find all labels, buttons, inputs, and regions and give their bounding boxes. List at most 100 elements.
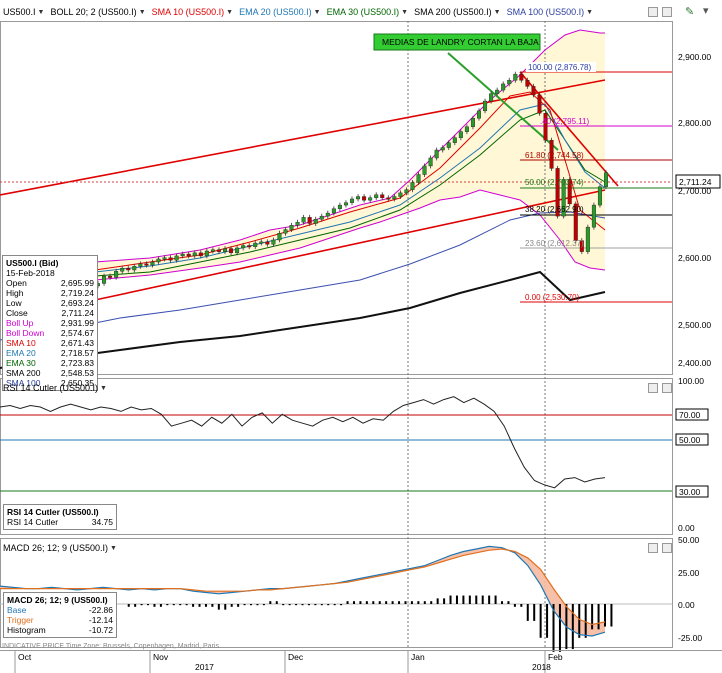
info-value: 2,671.43 xyxy=(60,338,94,348)
histogram-bar xyxy=(455,595,458,604)
info-key: Close xyxy=(6,308,28,318)
chevron-down-icon[interactable]: ▼ xyxy=(226,8,234,16)
panel-close-icon[interactable] xyxy=(662,7,672,17)
candle-body xyxy=(265,241,270,245)
y-tick-label: -25.00 xyxy=(678,633,702,643)
upper-channel-line xyxy=(0,79,606,196)
histogram-bar xyxy=(372,601,375,604)
histogram-bar xyxy=(378,601,381,604)
candle-body xyxy=(531,86,536,96)
price-header: US500.I ▼ BOLL 20; 2 (US500.I) ▼ SMA 10 (US5… xyxy=(3,5,593,19)
candle-body xyxy=(452,137,457,143)
chevron-down-icon[interactable]: ▼ xyxy=(100,384,107,392)
histogram-bar xyxy=(327,604,330,606)
candle-body xyxy=(561,179,566,217)
annotation-arrow xyxy=(447,52,559,151)
year-label: 2018 xyxy=(532,662,551,672)
chart-tool-icon[interactable]: ✎ xyxy=(685,6,695,18)
info-row: Boll Up 2,931.99 xyxy=(6,318,94,328)
candle-body xyxy=(216,249,221,252)
info-key: High xyxy=(6,288,24,298)
indicator-legend-item[interactable]: SMA 10 (US500.I) ▼ xyxy=(152,7,233,17)
info-row: SMA 200 2,548.53 xyxy=(6,368,94,378)
info-date: 15-Feb-2018 xyxy=(6,268,55,278)
macd-trigger-line xyxy=(0,548,606,626)
macd-value: -12.14 xyxy=(88,615,113,625)
histogram-bar xyxy=(198,604,201,607)
histogram-bar xyxy=(192,604,195,607)
chevron-down-icon[interactable]: ▼ xyxy=(138,8,146,16)
info-value: 2,723.83 xyxy=(60,358,94,368)
histogram-bar xyxy=(250,604,253,606)
histogram-bar xyxy=(546,604,549,638)
indicator-legend-item[interactable]: SMA 100 (US500.I) ▼ xyxy=(507,7,593,17)
chevron-down-icon[interactable]: ▼ xyxy=(493,8,501,16)
info-key: Low xyxy=(6,298,22,308)
info-title: US500.I (Bid) xyxy=(6,258,59,268)
month-label: Jan xyxy=(411,652,425,662)
candle-body xyxy=(343,202,348,206)
indicator-legend-item[interactable]: BOLL 20; 2 (US500.I) ▼ xyxy=(50,7,145,17)
chevron-down-icon[interactable]: ▼ xyxy=(401,8,409,16)
candle-body xyxy=(301,217,306,223)
histogram-bar xyxy=(436,598,439,604)
chevron-down-icon[interactable]: ▼ xyxy=(313,8,321,16)
candle-body xyxy=(198,252,203,257)
panel-settings-icon[interactable] xyxy=(648,383,658,393)
chevron-down-icon[interactable]: ▼ xyxy=(586,8,594,16)
last-price-label: 2,711.24 xyxy=(679,177,712,187)
candle-body xyxy=(114,271,119,278)
month-label: Feb xyxy=(548,652,563,662)
macd-rows: Base -22.86 Trigger -12.14 Histogram -10.72 xyxy=(7,605,113,635)
bollinger-fill xyxy=(95,30,605,280)
indicator-legend-item[interactable]: EMA 30 (US500.I) ▼ xyxy=(327,7,408,17)
chevron-down-icon[interactable]: ▼ xyxy=(110,544,117,552)
y-tick-label: 30.00 xyxy=(679,487,701,497)
y-tick-label: 2,400.00 xyxy=(678,358,711,368)
macd-key: Histogram xyxy=(7,625,46,635)
candle-body xyxy=(543,113,548,141)
candle-body xyxy=(470,117,475,127)
panel-settings-icon[interactable] xyxy=(648,543,658,553)
candle-body xyxy=(597,186,602,206)
histogram-bar xyxy=(604,604,606,627)
sma200-line xyxy=(0,270,606,369)
macd-key: Trigger xyxy=(7,615,34,625)
candle-body xyxy=(331,208,336,214)
candle-body xyxy=(525,80,530,87)
menu-icon[interactable]: ▾ xyxy=(703,5,709,17)
candle-body xyxy=(477,110,482,119)
histogram-bar xyxy=(359,601,362,604)
indicator-legend-label: BOLL 20; 2 (US500.I) xyxy=(50,7,137,17)
info-row: High 2,719.24 xyxy=(6,288,94,298)
chevron-down-icon[interactable]: ▼ xyxy=(37,8,45,16)
panel-close-icon[interactable] xyxy=(662,383,672,393)
histogram-bar xyxy=(552,604,555,652)
macd-header: MACD 26; 12; 9 (US500.I) ▼ xyxy=(3,541,117,555)
candle-body xyxy=(483,100,488,112)
panel-settings-icon[interactable] xyxy=(648,7,658,17)
candle-body xyxy=(489,93,494,102)
indicator-legend-item[interactable]: EMA 20 (US500.I) ▼ xyxy=(239,7,320,17)
fib-label: 23.60 (2,612.37) xyxy=(525,239,584,248)
histogram-bar xyxy=(166,604,169,606)
info-value: 2,693.24 xyxy=(60,298,94,308)
info-key: SMA 100 xyxy=(6,378,41,388)
candle-body xyxy=(204,250,209,257)
info-value: 2,695.99 xyxy=(60,278,94,288)
macd-row: Trigger -12.14 xyxy=(7,615,113,625)
lower-channel-line xyxy=(94,189,606,301)
histogram-bar xyxy=(365,601,368,604)
indicator-legend-item[interactable]: SMA 200 (US500.I) ▼ xyxy=(414,7,500,17)
annotation-text: MEDIAS DE LANDRY CORTAN LA BAJA xyxy=(382,37,539,47)
candle-body xyxy=(404,189,409,194)
candle-body xyxy=(362,196,367,201)
candle-body xyxy=(507,80,512,85)
fib-label: 61.80 (2,744.58) xyxy=(525,151,584,160)
candle-body xyxy=(247,245,252,248)
panel-close-icon[interactable] xyxy=(662,543,672,553)
info-key: Open xyxy=(6,278,27,288)
histogram-bar xyxy=(481,595,484,604)
indicator-legend-item[interactable]: US500.I ▼ xyxy=(3,7,44,17)
candle-body xyxy=(235,247,240,254)
